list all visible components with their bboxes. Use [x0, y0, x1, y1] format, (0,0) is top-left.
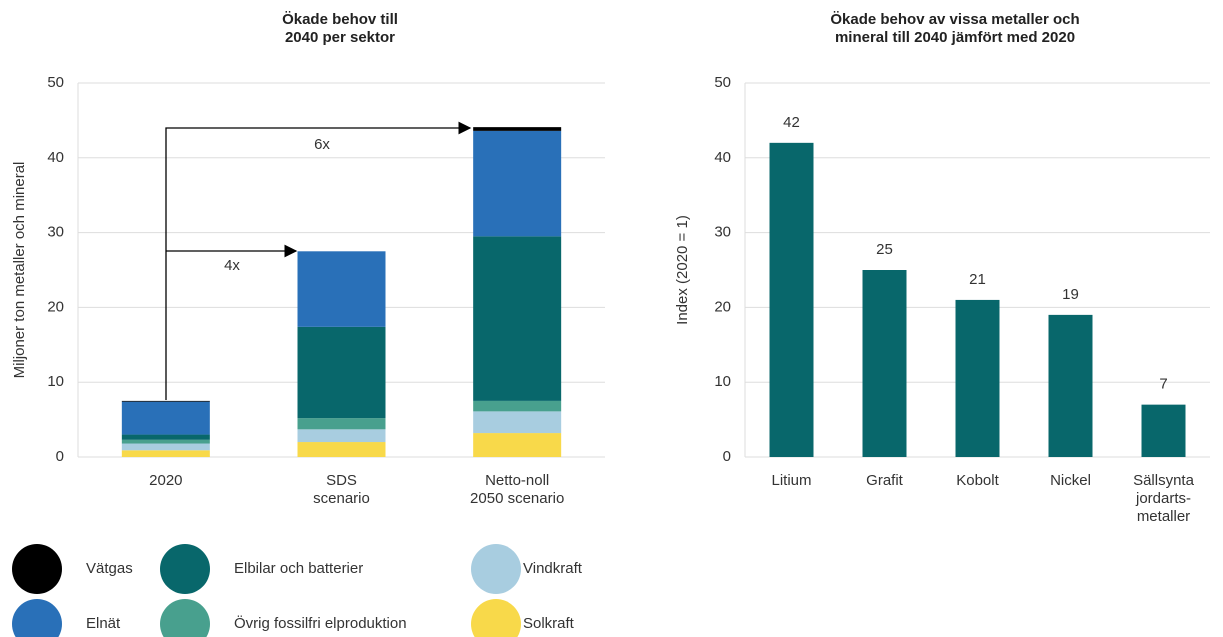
value-label: 42	[783, 114, 800, 131]
legend-label: Vindkraft	[523, 560, 583, 577]
x-tick-label: SDS scenario	[313, 472, 370, 507]
y-tick-label: 0	[723, 448, 731, 465]
bar	[769, 142, 814, 457]
y-axis-label: Index (2020 = 1)	[674, 215, 691, 325]
y-tick-label: 10	[714, 373, 731, 390]
y-tick-label: 0	[56, 448, 64, 465]
bar-segment	[297, 418, 386, 430]
bar-segment	[473, 400, 562, 412]
y-axis-label: Miljoner ton metaller och mineral	[11, 162, 28, 379]
x-tick-label: Kobolt	[956, 472, 999, 489]
bar-segment	[473, 433, 562, 457]
bar-segment	[297, 429, 386, 443]
legend-swatch	[12, 544, 62, 594]
value-label: 7	[1159, 376, 1167, 393]
y-tick-label: 20	[714, 298, 731, 315]
legend-swatch	[12, 599, 62, 637]
legend-swatch	[471, 599, 521, 637]
legend-swatch	[471, 544, 521, 594]
bar-segment	[473, 130, 562, 237]
y-tick-label: 50	[714, 74, 731, 91]
legend-label: Elnät	[86, 615, 121, 632]
bar	[1141, 404, 1186, 457]
bar-segment	[121, 400, 210, 402]
bar-segment	[121, 401, 210, 435]
y-tick-label: 20	[47, 298, 64, 315]
value-label: 21	[969, 271, 986, 288]
legend-label: Övrig fossilfri elproduktion	[234, 614, 407, 632]
x-tick-label: 2020	[149, 472, 182, 489]
bar-segment	[121, 439, 210, 444]
bar-segment	[121, 443, 210, 451]
legend-label: Elbilar och batterier	[234, 560, 363, 577]
bar-segment	[297, 251, 386, 327]
y-tick-label: 30	[47, 224, 64, 241]
bar	[955, 299, 1000, 457]
annotation: 4x	[224, 257, 240, 274]
legend-label: Solkraft	[523, 615, 575, 632]
x-tick-label: Sällsynta jordarts-metaller	[1133, 472, 1195, 525]
bar	[862, 270, 907, 457]
legend-label: Vätgas	[86, 560, 133, 577]
bar-segment	[473, 127, 562, 131]
y-tick-label: 40	[47, 149, 64, 166]
bar-segment	[297, 442, 386, 457]
arrow	[165, 121, 472, 400]
y-tick-label: 40	[714, 149, 731, 166]
chart-title: Ökade behov av vissa metaller och mineral…	[830, 11, 1079, 46]
x-tick-label: Netto-noll 2050 scenario	[470, 472, 564, 507]
x-tick-label: Nickel	[1050, 472, 1091, 489]
bar-segment	[473, 411, 562, 434]
value-label: 19	[1062, 286, 1079, 303]
chart-title: Ökade behov till 2040 per sektor	[282, 11, 398, 46]
bar-segment	[473, 236, 562, 401]
bar-segment	[121, 434, 210, 440]
bar-segment	[297, 326, 386, 419]
y-tick-label: 50	[47, 74, 64, 91]
annotation: 6x	[314, 136, 330, 153]
bar-segment	[121, 450, 210, 457]
x-tick-label: Litium	[771, 472, 811, 489]
bar	[1048, 314, 1093, 457]
x-tick-label: Grafit	[866, 472, 904, 489]
y-tick-label: 10	[47, 373, 64, 390]
legend-swatch	[160, 599, 210, 637]
legend-swatch	[160, 544, 210, 594]
value-label: 25	[876, 241, 893, 258]
y-tick-label: 30	[714, 224, 731, 241]
